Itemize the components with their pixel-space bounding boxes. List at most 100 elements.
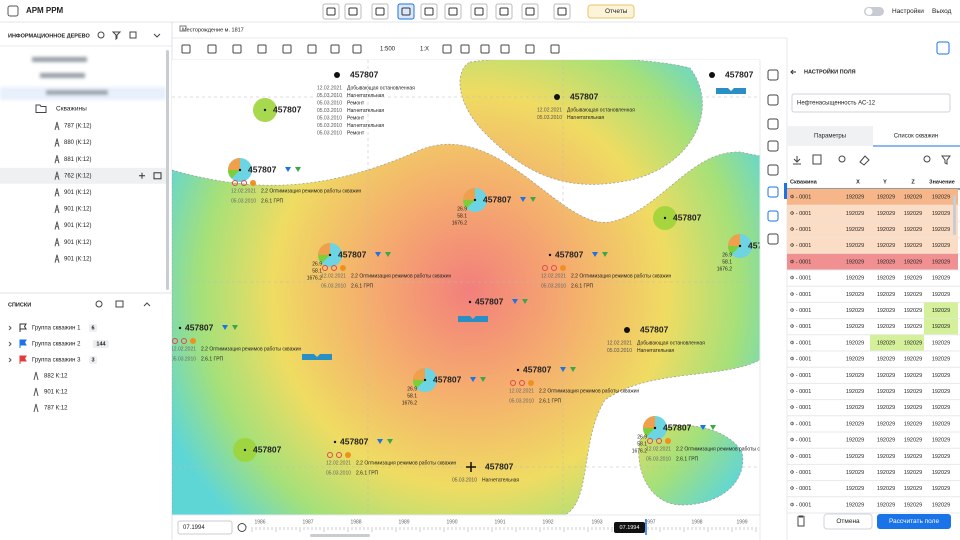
- map-tool[interactable]: [283, 45, 291, 53]
- toolbar-button[interactable]: [445, 4, 461, 19]
- well-icon: [34, 372, 38, 380]
- group-item[interactable]: 901 К:12: [44, 390, 68, 396]
- date-value[interactable]: 07.1994: [183, 525, 205, 531]
- map-tool[interactable]: [551, 45, 559, 53]
- reports-label[interactable]: Отчеты: [605, 8, 628, 15]
- year-label: 1989: [398, 519, 409, 525]
- cell: 192029: [904, 276, 922, 282]
- group-item[interactable]: 787 К:12: [44, 406, 68, 412]
- tree-item[interactable]: 762 (К:12): [64, 173, 92, 179]
- well-icon: [55, 122, 59, 130]
- status-text: Нагнетательная: [482, 477, 519, 483]
- folder-icon: [36, 105, 46, 113]
- map-tool[interactable]: [501, 45, 509, 53]
- expand-icon[interactable]: [9, 358, 11, 362]
- tree-item[interactable]: 787 (К:12): [64, 124, 92, 130]
- tab-label[interactable]: Список скважин: [894, 134, 938, 140]
- status-date: 05.03.2010: [607, 348, 632, 354]
- well-point: [624, 327, 630, 333]
- group-item[interactable]: 882 К:12: [44, 374, 68, 380]
- status-date: 05.03.2010: [317, 123, 342, 129]
- group-name[interactable]: Группа скважин 3: [32, 358, 81, 364]
- tree-item[interactable]: 901 (К:12): [64, 190, 92, 196]
- map-tool[interactable]: [233, 45, 241, 53]
- map-tool[interactable]: [353, 45, 361, 53]
- toolbar-button[interactable]: [323, 4, 339, 19]
- toolbar-button[interactable]: [372, 4, 388, 19]
- submit-label[interactable]: Рассчитать поле: [889, 518, 940, 525]
- column-header: Скважина: [790, 179, 818, 185]
- tree-item[interactable]: 901 (К:12): [64, 223, 92, 229]
- toolbar-button[interactable]: [496, 4, 512, 19]
- toolbar-button[interactable]: [522, 4, 538, 19]
- toolbar-button[interactable]: [554, 4, 570, 19]
- breadcrumb: Месторождение м. 1817: [182, 27, 244, 33]
- year-label: 1986: [254, 519, 265, 525]
- well-point: [179, 327, 181, 329]
- cell: 192029: [932, 227, 950, 233]
- map-tool[interactable]: [331, 45, 339, 53]
- map-tool[interactable]: [308, 45, 316, 53]
- map-tool[interactable]: [208, 45, 216, 53]
- toolbar-button[interactable]: [398, 4, 414, 19]
- tab-label[interactable]: Параметры: [814, 134, 846, 140]
- tree-item[interactable]: 881 (К:12): [64, 157, 92, 163]
- map-tool[interactable]: [461, 45, 469, 53]
- scale[interactable]: 1:500: [380, 47, 396, 53]
- field-value[interactable]: Нефтенасыщенность АС-12: [797, 101, 876, 107]
- map-tool[interactable]: [443, 45, 451, 53]
- side-icon[interactable]: [768, 187, 778, 197]
- delete-icon[interactable]: [797, 516, 805, 526]
- toolbar-button[interactable]: [345, 4, 361, 19]
- cell: 192029: [932, 324, 950, 330]
- cell: 192029: [904, 308, 922, 314]
- group-name[interactable]: Группа скважин 1: [32, 326, 81, 332]
- side-icon[interactable]: [768, 95, 778, 105]
- side-icon[interactable]: [768, 119, 778, 129]
- exit-link[interactable]: Выход: [932, 8, 952, 15]
- well-point: [654, 427, 656, 429]
- cell: 192029: [932, 243, 950, 249]
- well-point: [239, 169, 241, 171]
- map-tool[interactable]: [182, 45, 190, 53]
- well-point: [549, 254, 551, 256]
- cell: 192029: [877, 389, 895, 395]
- back-arrow[interactable]: [791, 70, 796, 74]
- panel-toggle[interactable]: [937, 42, 949, 54]
- map-tool[interactable]: [526, 45, 534, 53]
- event-text: 2.2 Оптимизация режимов работы скважин: [351, 273, 452, 279]
- folder-label[interactable]: Скважины: [56, 106, 87, 113]
- map-tool[interactable]: [258, 45, 266, 53]
- clock-icon[interactable]: [238, 524, 246, 532]
- status-date: 05.03.2010: [537, 115, 562, 121]
- time-marker-label: 07.1994: [620, 525, 640, 531]
- side-icon[interactable]: [768, 211, 778, 221]
- year-label: 1999: [736, 519, 747, 525]
- tree-item[interactable]: 901 (К:12): [64, 256, 92, 262]
- expand-icon[interactable]: [9, 342, 11, 346]
- tree-item[interactable]: 901 (К:12): [64, 207, 92, 213]
- settings-link[interactable]: Настройки: [892, 7, 924, 15]
- scale-x[interactable]: 1:X: [420, 47, 429, 53]
- cancel-label[interactable]: Отмена: [836, 518, 860, 525]
- side-icon[interactable]: [768, 234, 778, 244]
- well-label: 457807: [253, 444, 282, 454]
- tree-item[interactable]: 880 (К:12): [64, 140, 92, 146]
- group-name[interactable]: Группа скважин 2: [32, 342, 81, 348]
- well-stat: 26.9: [637, 434, 647, 440]
- toolbar-button[interactable]: [421, 4, 437, 19]
- side-icon[interactable]: [768, 70, 778, 80]
- map-tool[interactable]: [481, 45, 489, 53]
- well-stat: 58.1: [722, 259, 732, 265]
- cell: 192029: [932, 357, 950, 363]
- well-label: 457807: [338, 249, 367, 259]
- well-point: [329, 254, 331, 256]
- side-icon[interactable]: [768, 165, 778, 175]
- expand-icon[interactable]: [9, 326, 11, 330]
- side-icon[interactable]: [768, 141, 778, 151]
- lists: Группа скважин 16Группа скважин 2144Груп…: [9, 324, 109, 412]
- toolbar-button[interactable]: [471, 4, 487, 19]
- tree-item[interactable]: 901 (К:12): [64, 240, 92, 246]
- cell: 192029: [846, 195, 864, 201]
- cell: 192029: [932, 405, 950, 411]
